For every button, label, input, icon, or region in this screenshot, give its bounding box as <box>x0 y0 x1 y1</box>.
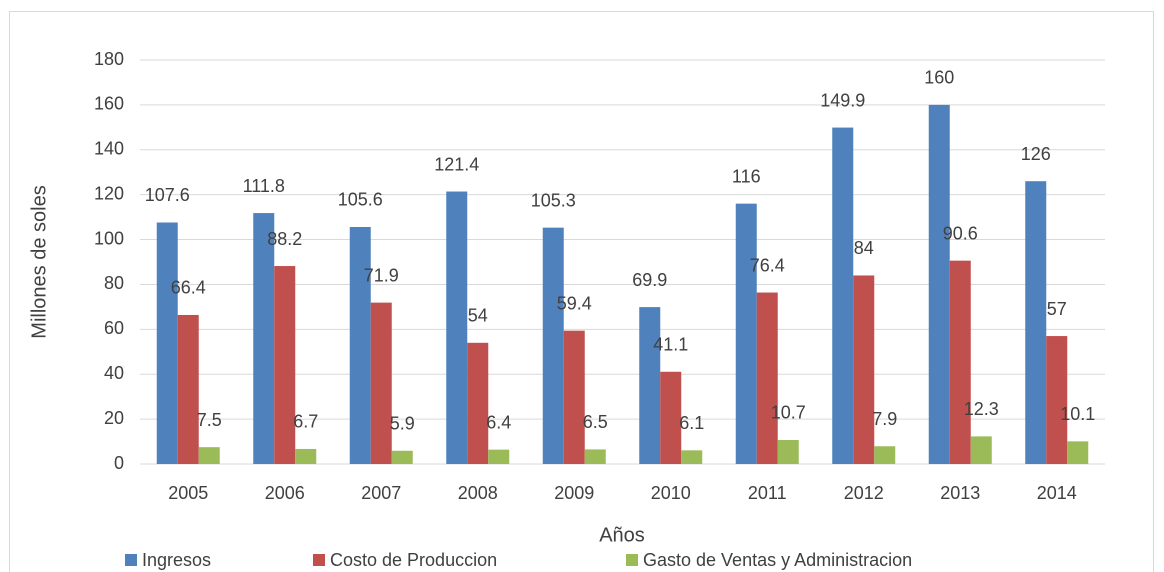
data-label: 6.4 <box>486 412 511 432</box>
data-label: 5.9 <box>390 414 415 434</box>
bar <box>970 436 992 464</box>
y-tick-label: 60 <box>104 318 124 338</box>
data-label: 160 <box>924 68 954 88</box>
data-label: 121.4 <box>434 154 479 174</box>
legend-label: Ingresos <box>142 550 211 570</box>
legend-label: Costo de Produccion <box>330 550 497 570</box>
bar <box>756 292 778 464</box>
bar <box>563 330 585 464</box>
x-axis-title: Años <box>599 524 645 546</box>
y-tick-label: 40 <box>104 363 124 383</box>
y-tick-label: 100 <box>94 228 124 248</box>
bar <box>832 127 854 465</box>
bar <box>177 314 199 464</box>
data-label: 116 <box>732 166 761 186</box>
bar <box>660 371 682 464</box>
bar <box>274 266 296 464</box>
y-tick-label: 0 <box>114 453 124 473</box>
bar <box>853 275 875 464</box>
bar <box>488 449 510 464</box>
bar <box>928 104 950 464</box>
data-label: 10.7 <box>771 403 806 423</box>
data-label: 88.2 <box>267 229 302 249</box>
bar <box>370 302 392 464</box>
x-tick-label: 2005 <box>168 483 208 503</box>
x-tick-label: 2011 <box>748 483 787 503</box>
bar <box>467 342 489 464</box>
data-label: 90.6 <box>943 223 978 243</box>
data-label: 126 <box>1021 144 1051 164</box>
bar <box>295 448 317 464</box>
bar <box>446 191 468 464</box>
x-tick-label: 2007 <box>361 483 401 503</box>
y-tick-label: 140 <box>94 139 124 159</box>
legend-swatch <box>125 554 137 566</box>
data-label: 12.3 <box>964 399 999 419</box>
data-label: 66.4 <box>171 278 206 298</box>
data-label: 105.3 <box>531 190 576 210</box>
data-label: 10.1 <box>1060 404 1095 424</box>
bar <box>949 260 971 464</box>
bar <box>1067 441 1089 464</box>
data-label: 59.4 <box>557 293 592 313</box>
data-label: 84 <box>854 238 874 258</box>
legend-label: Gasto de Ventas y Administracion <box>643 550 912 570</box>
bar <box>253 213 275 464</box>
data-label: 7.5 <box>197 410 222 430</box>
bar <box>391 450 413 464</box>
data-label: 76.4 <box>750 255 785 275</box>
bar <box>198 447 220 464</box>
legend-swatch <box>313 554 325 566</box>
data-label: 69.9 <box>632 270 667 290</box>
bar <box>156 222 178 464</box>
bar <box>542 227 564 464</box>
bar <box>349 226 371 464</box>
bar <box>777 439 799 464</box>
y-tick-label: 180 <box>94 49 124 69</box>
data-label: 54 <box>468 306 488 326</box>
x-tick-label: 2008 <box>458 483 498 503</box>
data-label: 41.1 <box>653 335 688 355</box>
x-tick-label: 2010 <box>651 483 691 503</box>
data-label: 107.6 <box>145 185 190 205</box>
bar <box>681 450 703 464</box>
y-axis-title: Millones de soles <box>28 185 50 338</box>
data-label: 57 <box>1047 299 1067 319</box>
data-label: 105.6 <box>338 190 383 210</box>
x-tick-label: 2013 <box>940 483 980 503</box>
y-tick-label: 20 <box>104 408 124 428</box>
y-tick-label: 160 <box>94 94 124 114</box>
legend-swatch <box>626 554 638 566</box>
y-tick-label: 120 <box>94 183 124 203</box>
bar <box>735 203 757 464</box>
data-label: 149.9 <box>820 90 865 110</box>
data-label: 6.1 <box>679 413 704 433</box>
y-tick-label: 80 <box>104 273 124 293</box>
data-label: 6.5 <box>583 412 608 432</box>
data-label: 6.7 <box>293 412 318 432</box>
bar <box>584 449 606 464</box>
bar <box>1046 336 1068 464</box>
x-tick-label: 2009 <box>554 483 594 503</box>
data-label: 71.9 <box>364 265 399 285</box>
data-label: 111.8 <box>243 176 285 196</box>
data-label: 7.9 <box>872 409 897 429</box>
x-tick-label: 2014 <box>1037 483 1077 503</box>
bar <box>874 446 896 464</box>
x-tick-label: 2012 <box>844 483 884 503</box>
bar <box>1025 181 1047 464</box>
x-tick-label: 2006 <box>265 483 305 503</box>
bar <box>639 307 661 464</box>
